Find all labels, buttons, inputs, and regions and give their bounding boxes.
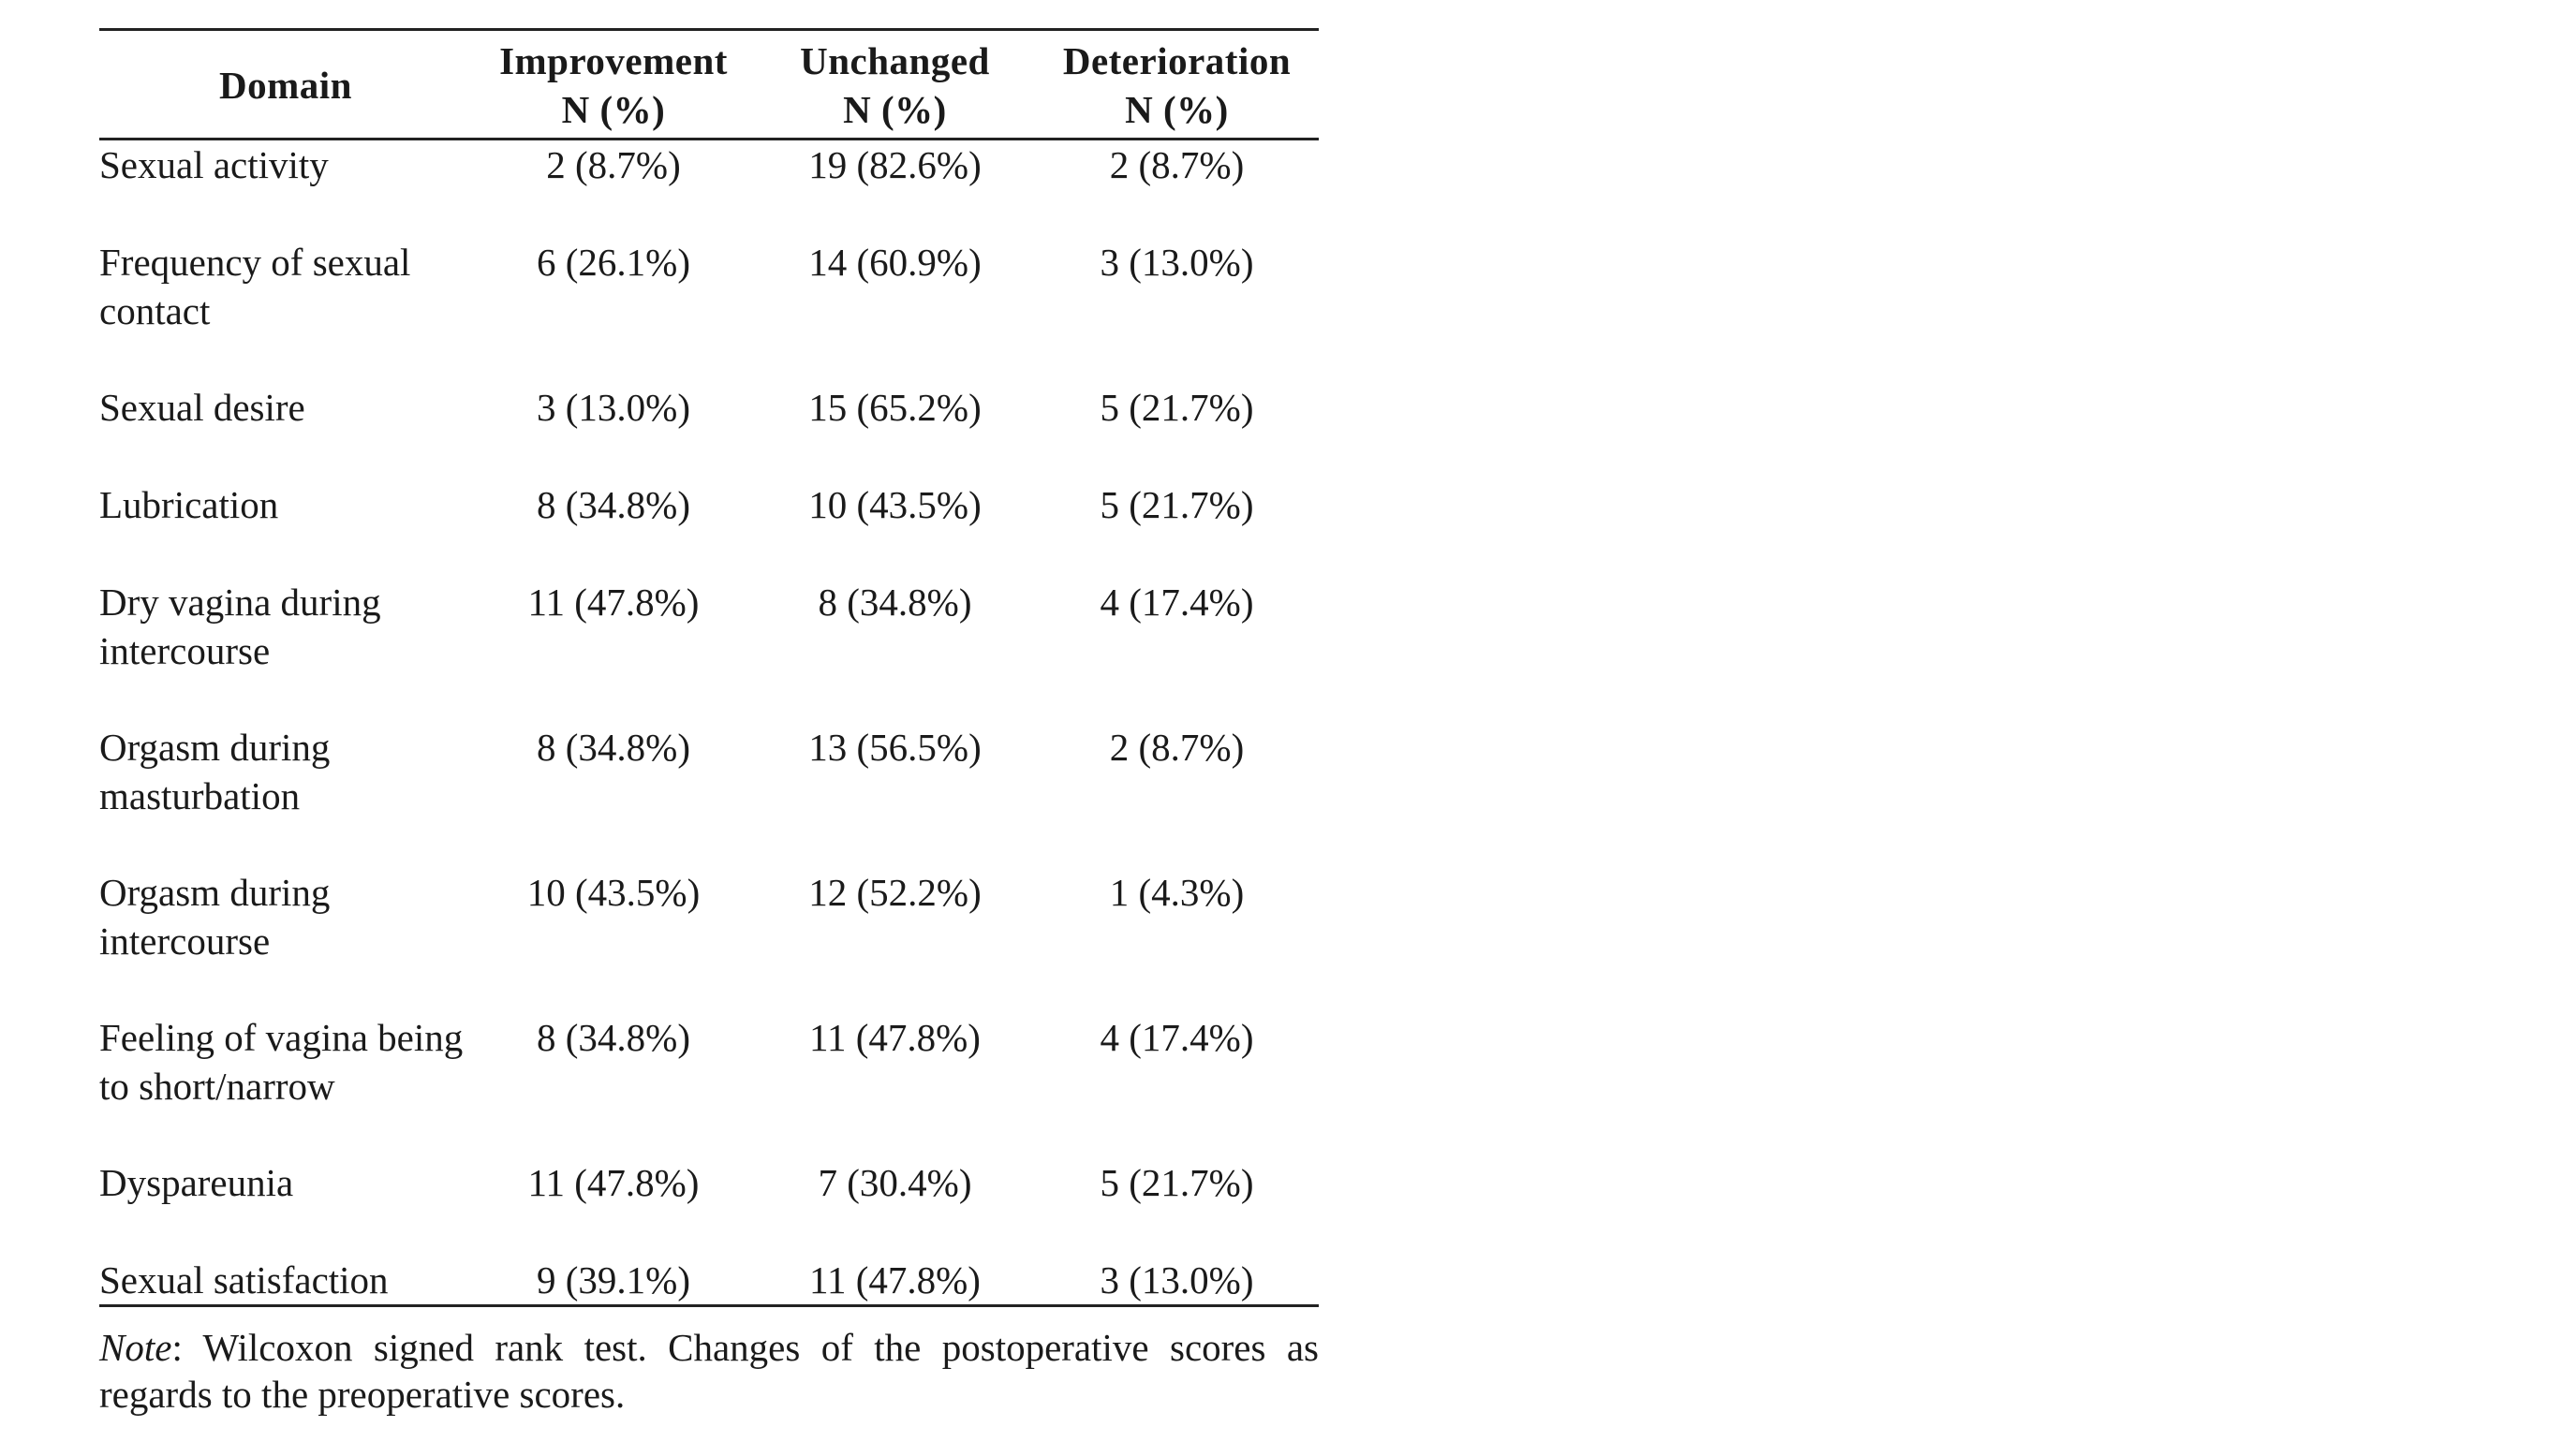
header-deterioration-label: Deterioration: [1062, 39, 1292, 82]
results-table-container: Domain Improvement N (%) Unchanged N (%)…: [99, 28, 1319, 1456]
cell-domain: Sexual desire: [99, 386, 305, 429]
header-unchanged-unit: N (%): [843, 88, 947, 131]
table-note: Note: Wilcoxon signed rank test. Changes…: [99, 1324, 1319, 1418]
header-improvement-unit: N (%): [561, 88, 666, 131]
table-header: Domain Improvement N (%) Unchanged N (%)…: [99, 29, 1319, 140]
header-deterioration-unit: N (%): [1125, 88, 1229, 131]
cell-improvement: 11 (47.8%): [527, 1161, 700, 1204]
cell-unchanged: 14 (60.9%): [808, 241, 982, 284]
table-row: Sexual satisfaction 9 (39.1%) 11 (47.8%)…: [99, 1256, 1319, 1306]
table-row: Feeling of vagina being to short/narrow …: [99, 1013, 1319, 1158]
cell-domain: Sexual satisfaction: [99, 1258, 389, 1302]
cell-domain: Orgasm during masturbation: [99, 726, 331, 817]
note-text: : Wilcoxon signed rank test. Changes of …: [99, 1326, 1319, 1416]
cell-domain: Frequency of sexual contact: [99, 241, 411, 332]
cell-domain: Dyspareunia: [99, 1161, 294, 1204]
header-unchanged: Unchanged N (%): [755, 30, 1035, 140]
cell-deterioration: 1 (4.3%): [1109, 871, 1245, 914]
header-improvement-label: Improvement: [499, 39, 728, 82]
header-row: Domain Improvement N (%) Unchanged N (%)…: [99, 29, 1319, 140]
cell-domain: Sexual activity: [99, 143, 329, 186]
cell-improvement: 11 (47.8%): [527, 581, 700, 624]
cell-deterioration: 3 (13.0%): [1100, 1258, 1254, 1302]
cell-unchanged: 13 (56.5%): [808, 726, 982, 769]
table-row: Orgasm during intercourse 10 (43.5%) 12 …: [99, 868, 1319, 1013]
cell-deterioration: 5 (21.7%): [1100, 483, 1254, 526]
cell-deterioration: 2 (8.7%): [1109, 726, 1245, 769]
cell-unchanged: 19 (82.6%): [808, 143, 982, 186]
cell-improvement: 8 (34.8%): [537, 483, 690, 526]
cell-unchanged: 11 (47.8%): [809, 1258, 981, 1302]
table-row: Sexual activity 2 (8.7%) 19 (82.6%) 2 (8…: [99, 140, 1319, 239]
table-row: Frequency of sexual contact 6 (26.1%) 14…: [99, 238, 1319, 383]
cell-unchanged: 12 (52.2%): [808, 871, 982, 914]
cell-deterioration: 5 (21.7%): [1100, 386, 1254, 429]
cell-deterioration: 4 (17.4%): [1100, 1016, 1254, 1059]
header-unchanged-label: Unchanged: [800, 39, 990, 82]
note-label: Note: [99, 1326, 172, 1369]
cell-improvement: 10 (43.5%): [526, 871, 701, 914]
cell-deterioration: 3 (13.0%): [1100, 241, 1254, 284]
results-table: Domain Improvement N (%) Unchanged N (%)…: [99, 28, 1319, 1307]
table-row: Dry vagina during intercourse 11 (47.8%)…: [99, 578, 1319, 723]
cell-domain: Feeling of vagina being to short/narrow: [99, 1016, 464, 1108]
cell-domain: Orgasm during intercourse: [99, 871, 331, 963]
header-domain-label: Domain: [219, 64, 352, 107]
table-row: Lubrication 8 (34.8%) 10 (43.5%) 5 (21.7…: [99, 480, 1319, 578]
cell-improvement: 8 (34.8%): [537, 1016, 690, 1059]
table-row: Sexual desire 3 (13.0%) 15 (65.2%) 5 (21…: [99, 383, 1319, 480]
cell-deterioration: 2 (8.7%): [1109, 143, 1245, 186]
cell-unchanged: 15 (65.2%): [808, 386, 982, 429]
cell-improvement: 9 (39.1%): [537, 1258, 690, 1302]
table-row: Dyspareunia 11 (47.8%) 7 (30.4%) 5 (21.7…: [99, 1158, 1319, 1256]
cell-domain: Lubrication: [99, 483, 279, 526]
cell-unchanged: 7 (30.4%): [818, 1161, 972, 1204]
cell-improvement: 2 (8.7%): [546, 143, 681, 186]
header-deterioration: Deterioration N (%): [1035, 30, 1319, 140]
cell-improvement: 3 (13.0%): [537, 386, 690, 429]
cell-unchanged: 8 (34.8%): [818, 581, 972, 624]
cell-deterioration: 4 (17.4%): [1100, 581, 1254, 624]
header-improvement: Improvement N (%): [472, 30, 755, 140]
header-domain: Domain: [99, 30, 472, 140]
cell-improvement: 8 (34.8%): [537, 726, 690, 769]
table-body: Sexual activity 2 (8.7%) 19 (82.6%) 2 (8…: [99, 140, 1319, 1306]
table-row: Orgasm during masturbation 8 (34.8%) 13 …: [99, 723, 1319, 868]
cell-unchanged: 11 (47.8%): [809, 1016, 981, 1059]
cell-unchanged: 10 (43.5%): [808, 483, 982, 526]
cell-deterioration: 5 (21.7%): [1100, 1161, 1254, 1204]
cell-improvement: 6 (26.1%): [537, 241, 690, 284]
cell-domain: Dry vagina during intercourse: [99, 581, 381, 672]
